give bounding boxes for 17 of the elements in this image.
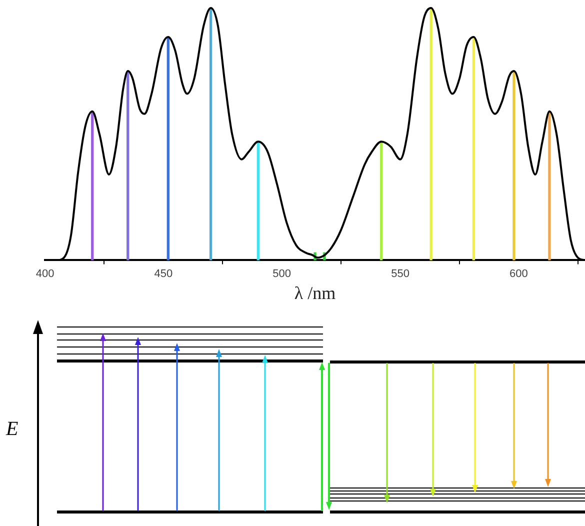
bar <box>380 141 383 260</box>
text: E <box>6 418 18 441</box>
bar <box>209 8 212 260</box>
bar <box>166 36 170 260</box>
bar <box>126 70 130 260</box>
bar <box>548 111 551 260</box>
bar <box>430 8 432 260</box>
bar <box>512 70 516 260</box>
bar <box>91 111 94 260</box>
x-tick-label: 450 <box>154 268 173 280</box>
bar <box>472 36 476 260</box>
x-axis-title: λ /nm <box>294 282 336 303</box>
bar <box>256 141 260 260</box>
x-tick-label: 500 <box>272 268 292 280</box>
x-tick-label: 400 <box>36 268 54 280</box>
x-tick-label: 550 <box>391 268 410 280</box>
x-tick-label: 600 <box>510 268 528 280</box>
